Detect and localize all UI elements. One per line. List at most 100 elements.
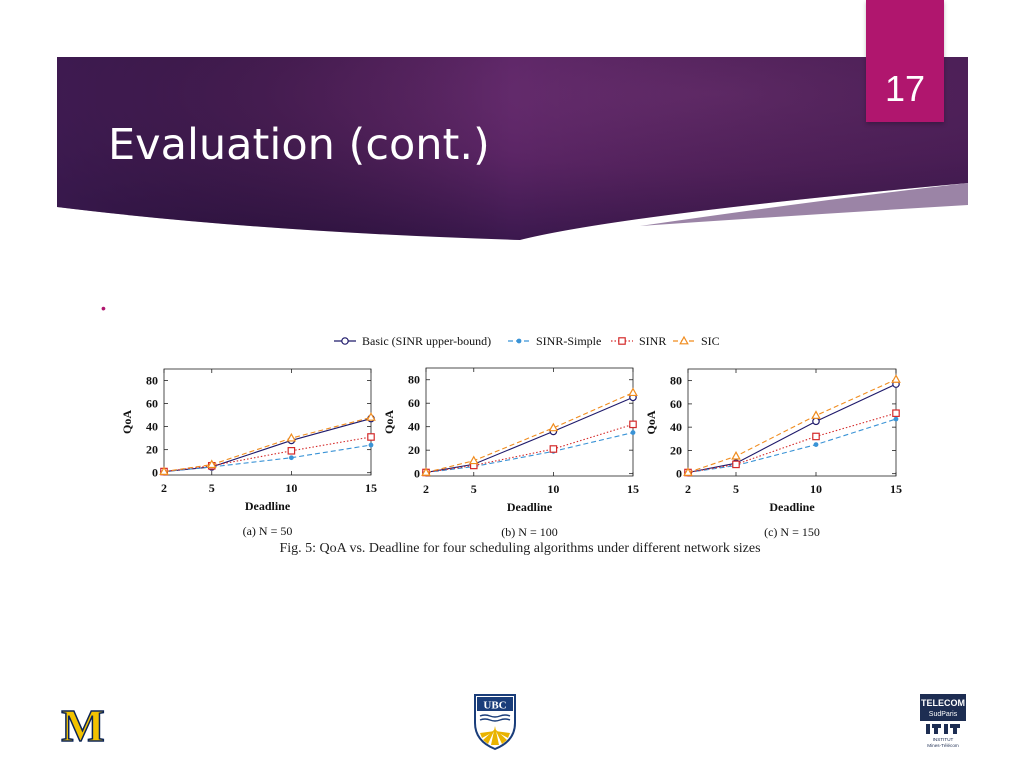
x-tick-label: 10 [285, 481, 297, 495]
series-line [687, 418, 897, 474]
data-point [367, 433, 375, 441]
chart-panel-1: 0 20 40 60 80 2 5 10 15 Deadline QoA (a) N = 50 [120, 368, 377, 538]
bullet-point: • [101, 300, 106, 316]
series-sic [159, 412, 376, 475]
x-tick-label: 2 [423, 482, 429, 496]
slide-number-tab: 17 [866, 0, 944, 122]
qoa-figure: Basic (SINR upper-bound) SINR-Simple SINR S… [120, 334, 902, 556]
chart-panel-2: 0 20 40 60 80 2 5 10 15 Deadline QoA (b) N = 100 [382, 367, 639, 539]
plot-frame [425, 367, 634, 477]
y-tick-label: 80 [146, 374, 158, 388]
data-point [549, 445, 558, 453]
slide-number: 17 [884, 68, 926, 109]
y-tick-label: 60 [408, 396, 420, 410]
series-line [163, 418, 372, 473]
x-axis-label: Deadline [769, 500, 815, 514]
legend-item-basic-sinr-upper-bound: Basic (SINR upper-bound) [334, 334, 491, 348]
legend-marker [679, 335, 689, 345]
ubc-crest-logo: UBC [474, 694, 516, 751]
legend-marker [618, 337, 626, 345]
plot-frame [163, 368, 372, 476]
series-line [425, 396, 634, 474]
title-banner [57, 57, 968, 240]
data-point [468, 455, 479, 465]
data-point [813, 442, 819, 447]
x-tick-label: 15 [365, 481, 377, 495]
legend-label: SINR-Simple [536, 334, 601, 348]
series-line [163, 436, 372, 473]
y-tick-label: 0 [414, 467, 420, 481]
series-sic [421, 387, 638, 476]
y-axis-label: QoA [120, 410, 134, 434]
legend-marker [516, 338, 522, 344]
data-point [891, 374, 901, 383]
x-axis-label: Deadline [245, 499, 291, 513]
y-axis-label: QoA [644, 410, 658, 434]
telecom-sudparis-logo: TELECOM SudParis INSTITUT Mines-Télécom [920, 694, 966, 748]
series-sic [683, 374, 901, 476]
x-tick-label: 2 [161, 481, 167, 495]
x-tick-label: 15 [627, 482, 639, 496]
michigan-logo-letter: M [61, 704, 104, 744]
series-line [425, 423, 634, 474]
legend-item-sic: SIC [673, 334, 720, 348]
series-line [687, 378, 897, 474]
y-tick-label: 40 [146, 420, 158, 434]
x-tick-label: 5 [209, 481, 215, 495]
data-point [287, 447, 296, 455]
data-point [368, 442, 374, 448]
data-point [288, 455, 294, 461]
y-tick-label: 20 [146, 443, 158, 457]
x-tick-label: 5 [733, 482, 739, 496]
y-tick-label: 60 [670, 397, 682, 411]
chart-panel-3: 0 20 40 60 80 2 5 10 15 Deadline QoA (c) N = 150 [644, 368, 902, 539]
figure-caption: Fig. 5: QoA vs. Deadline for four schedu… [279, 541, 760, 556]
subcaption: (b) N = 100 [501, 525, 557, 539]
data-point [421, 467, 431, 476]
legend-label: Basic (SINR upper-bound) [362, 334, 491, 348]
data-point [628, 387, 638, 397]
data-point [892, 409, 900, 417]
telecom-logo-mines: Mines-Télécom [927, 743, 959, 748]
data-point [731, 450, 741, 460]
legend-item-sinr: SINR [611, 334, 666, 348]
data-point [812, 432, 820, 441]
telecom-logo-title: TELECOM [921, 698, 965, 708]
legend-label: SIC [701, 334, 720, 348]
y-tick-label: 40 [670, 420, 682, 434]
data-point [286, 432, 297, 442]
data-point [732, 460, 740, 469]
figure-legend: Basic (SINR upper-bound) SINR-Simple SINR S… [334, 334, 720, 348]
data-point [366, 412, 376, 421]
y-tick-label: 60 [146, 397, 158, 411]
legend-marker [341, 337, 349, 345]
y-tick-label: 80 [670, 374, 682, 388]
subcaption: (a) N = 50 [243, 524, 293, 538]
data-point [629, 420, 637, 429]
data-point [206, 459, 217, 469]
michigan-logo: M [61, 704, 106, 744]
series-line [425, 392, 634, 474]
x-tick-label: 5 [471, 482, 477, 496]
slide-title: Evaluation (cont.) [108, 120, 490, 170]
legend-label: SINR [639, 334, 666, 348]
ubc-logo-text: UBC [483, 700, 506, 712]
data-point [683, 467, 693, 476]
plot-frame [687, 368, 897, 477]
y-tick-label: 20 [670, 443, 682, 457]
y-tick-label: 0 [152, 466, 158, 480]
y-tick-label: 80 [408, 373, 420, 387]
data-point [548, 422, 559, 432]
y-tick-label: 40 [408, 420, 420, 434]
y-tick-label: 0 [676, 467, 682, 481]
data-point [812, 417, 820, 426]
y-tick-label: 20 [408, 443, 420, 457]
telecom-glyph-icon [926, 724, 960, 734]
x-axis-label: Deadline [507, 500, 553, 514]
x-tick-label: 10 [547, 482, 559, 496]
data-point [893, 416, 899, 422]
series-line [163, 444, 372, 473]
telecom-logo-subtitle: SudParis [929, 711, 958, 718]
data-point [159, 466, 169, 475]
